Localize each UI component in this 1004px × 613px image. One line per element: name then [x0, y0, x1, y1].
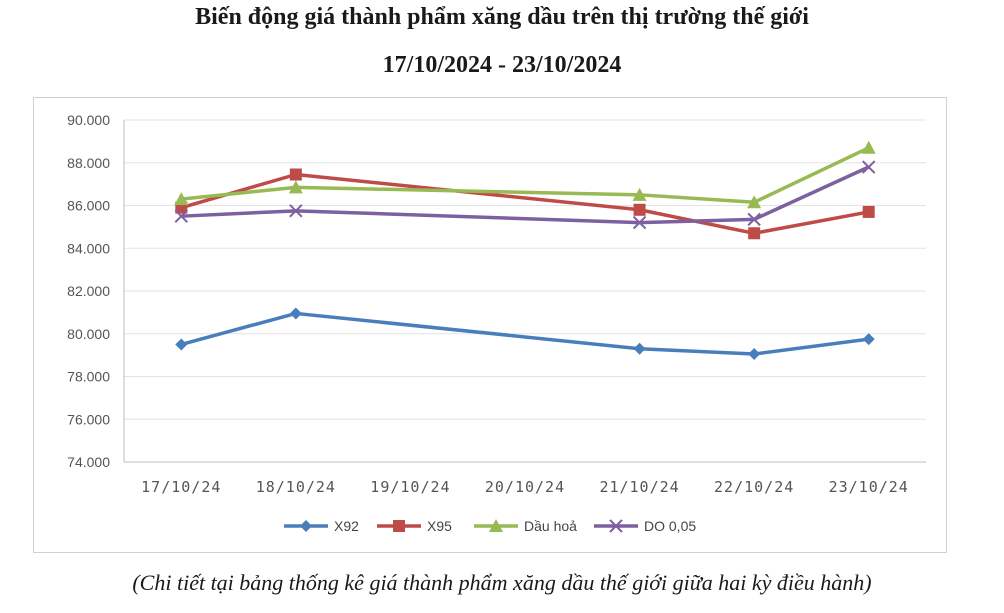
y-tick-label: 86.000	[67, 198, 110, 214]
series-line-2	[180, 172, 870, 236]
data-point	[861, 140, 876, 154]
data-point	[862, 160, 876, 174]
y-tick-label: 82.000	[67, 283, 110, 299]
y-tick-label: 90.000	[67, 112, 110, 128]
x-tick-label: 17/10/24	[141, 478, 221, 496]
y-tick-label: 78.000	[67, 369, 110, 385]
data-point	[289, 204, 303, 218]
legend-marker	[300, 520, 312, 532]
chart-area: 74.000 76.000 78.000 80.000 82.000 84.000 86.0…	[33, 97, 947, 553]
data-point	[174, 192, 189, 206]
x-tick-label: 23/10/24	[829, 478, 909, 496]
series-line-4	[181, 165, 870, 225]
data-point	[289, 307, 302, 320]
x-tick-label: 18/10/24	[256, 478, 336, 496]
legend-label: Dầu hoả	[524, 518, 577, 534]
y-tick-label: 80.000	[67, 326, 110, 342]
data-point	[862, 205, 875, 218]
chart-subtitle: 17/10/2024 - 23/10/2024	[382, 52, 622, 78]
legend-label: DO 0,05	[644, 518, 696, 534]
legend-marker	[393, 520, 405, 532]
x-tick-label: 19/10/24	[370, 478, 450, 496]
x-tick-label: 22/10/24	[714, 478, 794, 496]
line-chart: 74.000 76.000 78.000 80.000 82.000 84.000 86.0…	[67, 112, 926, 534]
chart-title: Biến động giá thành phẩm xăng dầu trên t…	[195, 4, 809, 30]
legend-marker	[489, 519, 503, 532]
data-point	[747, 212, 761, 227]
caption: (Chi tiết tại bảng thống kê giá thành ph…	[132, 570, 872, 595]
y-tick-label: 76.000	[67, 411, 110, 427]
data-point	[748, 348, 761, 361]
legend-label: X92	[334, 518, 359, 534]
data-point	[632, 215, 647, 230]
data-point	[747, 195, 762, 209]
y-tick-label: 74.000	[67, 454, 110, 470]
data-point	[748, 227, 761, 240]
y-tick-label: 88.000	[67, 155, 110, 171]
data-point	[632, 187, 647, 201]
data-point	[633, 203, 646, 216]
x-tick-label: 21/10/24	[599, 478, 679, 496]
x-tick-label: 20/10/24	[485, 478, 565, 496]
legend-label: X95	[427, 518, 452, 534]
y-tick-label: 84.000	[67, 240, 110, 256]
data-point	[633, 342, 646, 355]
data-point	[289, 168, 302, 181]
legend-marker	[609, 519, 623, 533]
data-point	[175, 338, 188, 351]
series-line-3	[181, 146, 870, 205]
data-point	[288, 180, 303, 194]
data-point	[862, 333, 875, 346]
data-point	[174, 209, 188, 223]
